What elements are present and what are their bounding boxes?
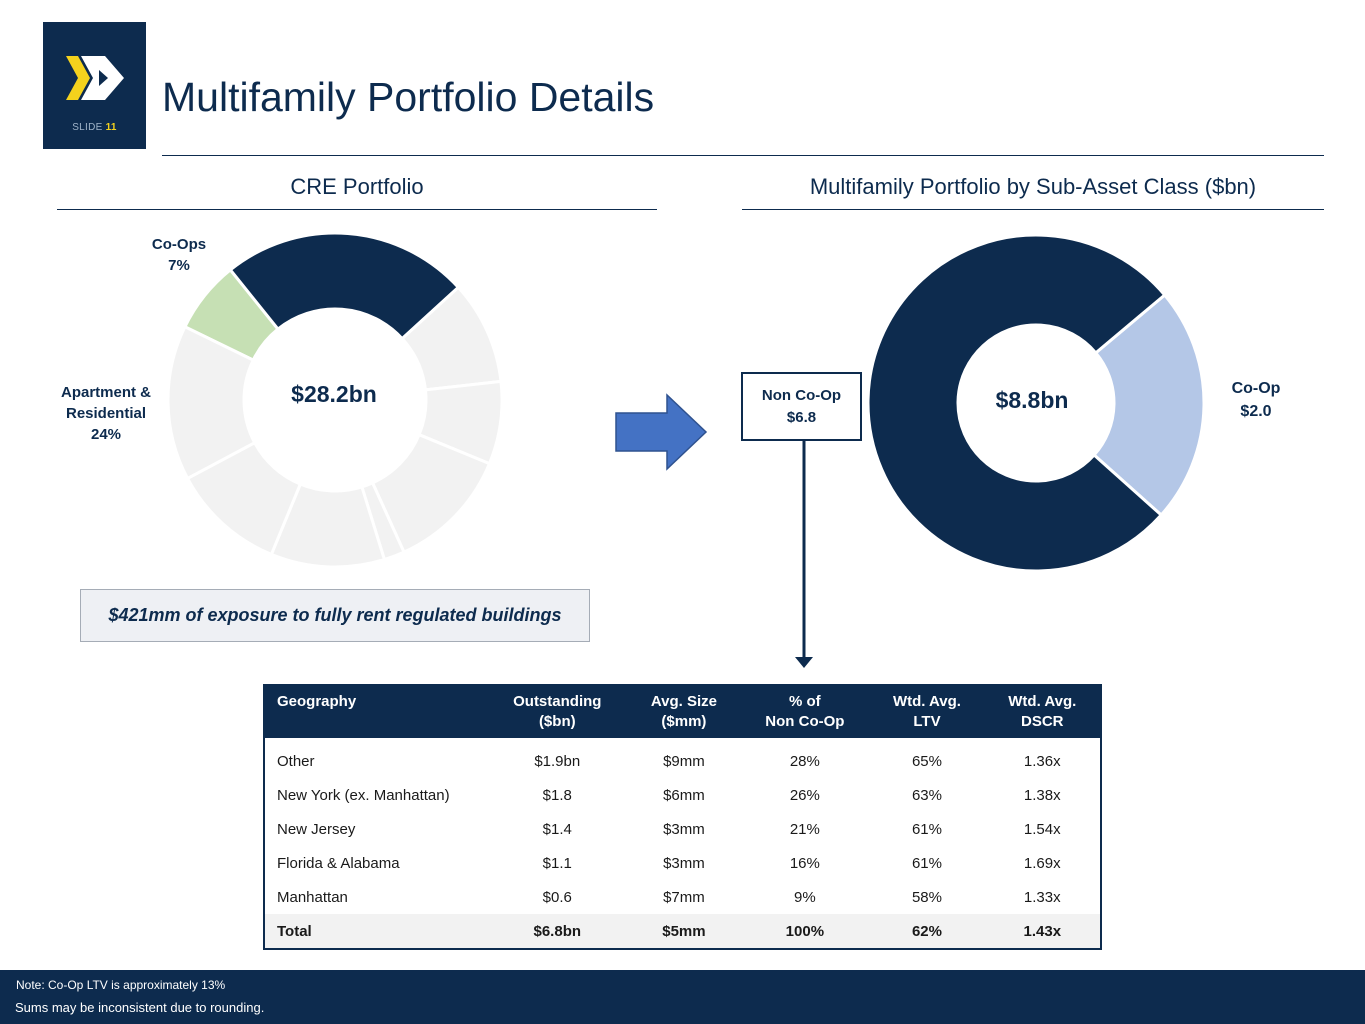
table-row: Other $1.9bn $9mm 28% 65% 1.36x [264,738,1101,778]
cre-slice-other [400,285,503,392]
left-section-divider [57,209,657,210]
table-cell: New Jersey [277,820,356,838]
non-coop-value: $6.8 [786,408,817,426]
logo: SLIDE 11 [43,22,146,149]
cre-slice-other [185,440,303,557]
table-cell: 65% [911,752,942,770]
col-header-avg-size: Avg. Size ($mm) [627,685,741,738]
multifamily-total-value: $8.8bn [995,387,1069,413]
table-cell: 1.54x [1023,820,1061,838]
non-coop-label: Non Co-Op [761,386,842,404]
table-cell: $3mm [663,820,705,838]
table-cell: New York (ex. Manhattan) [277,786,450,804]
non-coop-callout-box: Non Co-Op $6.8 [741,372,862,441]
geography-table: Geography Outstanding ($bn) Avg. Size ($mm… [263,684,1102,950]
table-cell: $1.9bn [534,752,581,770]
cre-total-value: $28.2bn [291,381,377,407]
table-cell: Other [277,752,315,770]
table-cell: 16% [789,854,820,872]
table-cell: 1.36x [1023,752,1061,770]
table-cell: $1.1 [542,854,572,872]
table-cell: 61% [911,854,942,872]
table-cell: 100% [740,914,870,949]
table-cell: 61% [911,820,942,838]
table-cell: 9% [794,888,816,906]
table-cell: $7mm [663,888,705,906]
cre-slice-other [360,480,406,562]
apartment-label-pct: 24% [90,426,122,443]
multifamily-title: Multifamily Portfolio by Sub-Asset Class… [809,174,1257,199]
col-header-outstanding: Outstanding ($bn) [487,685,628,738]
title-divider [162,155,1324,156]
table-cell: $6.8bn [487,914,628,949]
table-row: Manhattan $0.6 $7mm 9% 58% 1.33x [264,880,1101,914]
coops-data-label: Co-Ops 7% [140,234,218,276]
table-row: New Jersey $1.4 $3mm 21% 61% 1.54x [264,812,1101,846]
table-cell: 1.43x [984,914,1101,949]
table-cell: 1.33x [1023,888,1061,906]
cre-slice-apartment [228,231,461,341]
slide-number-value: 11 [105,122,117,133]
rent-regulated-callout: $421mm of exposure to fully rent regulat… [80,589,590,642]
table-total-row: Total $6.8bn $5mm 100% 62% 1.43x [264,914,1101,949]
table-cell: $5mm [627,914,741,949]
cre-slice-other [269,482,387,569]
coops-label-pct: 7% [168,257,190,274]
table-cell: $1.8 [542,786,572,804]
cre-slice-other [166,324,257,481]
table-cell: 21% [789,820,820,838]
right-section-divider [742,209,1324,210]
apartment-data-label: Apartment & Residential 24% [55,382,157,445]
col-header-geography: Geography [264,685,487,738]
table-cell: $9mm [663,752,705,770]
table-cell: 62% [869,914,985,949]
coop-label-value: $2.0 [1240,403,1272,420]
col-header-pct-non-coop: % of Non Co-Op [740,685,870,738]
table-header-row: Geography Outstanding ($bn) Avg. Size ($mm… [264,685,1101,738]
table-cell: $3mm [663,854,705,872]
table-cell: 1.69x [1023,854,1061,872]
table-cell: 26% [789,786,820,804]
down-arrow-connector-icon [795,439,813,668]
slide-label: SLIDE [72,122,103,133]
table-cell: 28% [789,752,820,770]
slide-number: SLIDE 11 [43,122,146,133]
cre-slice-coops [182,267,281,363]
multifamily-slice-coop [1092,292,1206,518]
cre-portfolio-title: CRE Portfolio [290,174,424,199]
table-cell: 63% [911,786,942,804]
footer-note-rounding: Sums may be inconsistent due to rounding… [15,1000,265,1015]
col-header-dscr: Wtd. Avg. DSCR [984,685,1101,738]
footer-note-coop-ltv: Note: Co-Op LTV is approximately 13% [16,978,226,992]
table-cell: Florida & Alabama [277,854,400,872]
coops-label-name: Co-Ops [151,236,207,253]
footer: Note: Co-Op LTV is approximately 13% Sum… [0,970,1365,1024]
coop-data-label: Co-Op $2.0 [1216,377,1296,423]
coop-label-name: Co-Op [1231,380,1281,397]
page-title: Multifamily Portfolio Details [162,74,655,120]
table-cell: 58% [911,888,942,906]
cre-slice-other [417,379,504,466]
table-cell: $1.4 [542,820,572,838]
table-cell: 1.38x [1023,786,1061,804]
logo-mark-icon [66,56,124,100]
cre-slice-other [370,432,492,555]
table-cell: $0.6 [542,888,572,906]
table-cell: Manhattan [277,888,348,906]
table-cell: Total [264,914,487,949]
apartment-label-name: Apartment & Residential [60,384,151,422]
col-header-ltv: Wtd. Avg. LTV [869,685,985,738]
table-cell: $6mm [663,786,705,804]
table-row: Florida & Alabama $1.1 $3mm 16% 61% 1.69… [264,846,1101,880]
table-row: New York (ex. Manhattan) $1.8 $6mm 26% 6… [264,778,1101,812]
right-arrow-icon [615,393,708,471]
